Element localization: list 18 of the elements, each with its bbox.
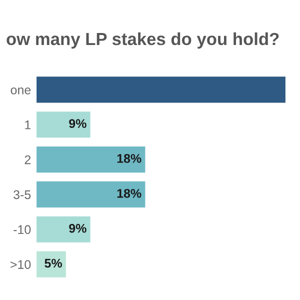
data-label: 18% — [117, 154, 142, 163]
bar — [36, 215, 92, 244]
y-tick-label: 3-5 — [14, 190, 31, 200]
data-label: 5% — [44, 258, 62, 268]
y-tick-label: -10 — [14, 225, 31, 234]
data-label: 9% — [69, 224, 86, 233]
y-tick-label: >10 — [10, 260, 31, 269]
bar — [36, 250, 68, 278]
bar — [36, 180, 146, 209]
bar — [36, 145, 146, 174]
y-tick-label: one — [10, 88, 31, 94]
chart-title: ow many LP stakes do you hold? — [6, 32, 279, 49]
bar — [36, 76, 287, 104]
y-tick-label: 1 — [25, 120, 31, 130]
bar — [36, 110, 92, 139]
data-label: 9% — [69, 119, 86, 128]
y-tick-label: 2 — [24, 155, 31, 164]
data-label: 18% — [117, 188, 142, 198]
